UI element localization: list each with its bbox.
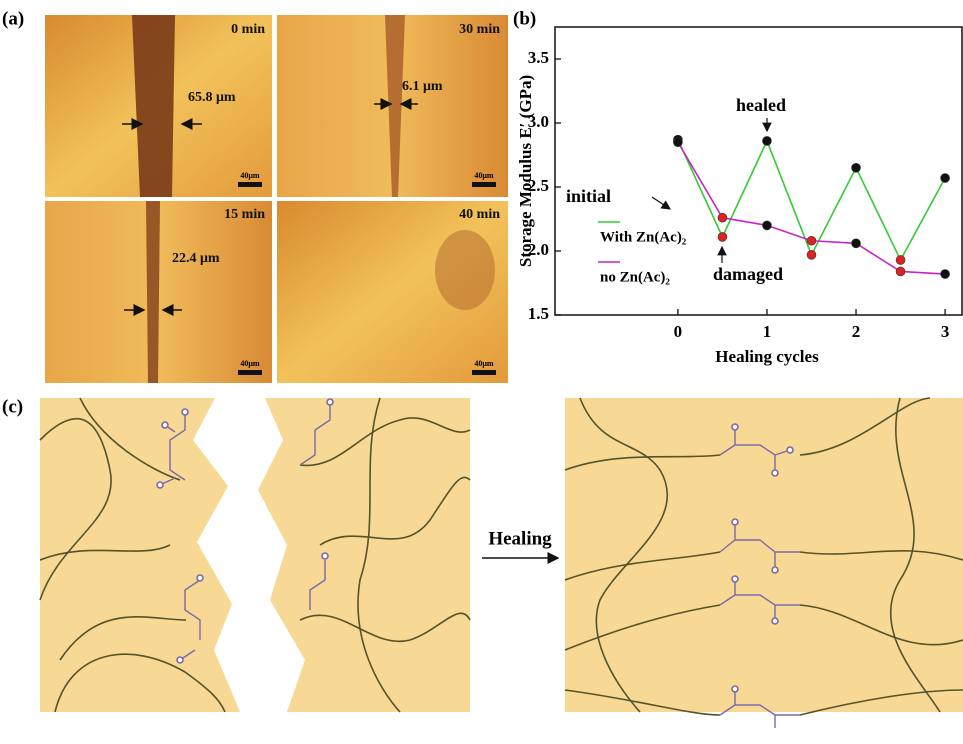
micrograph: 15 min 22.4 μm 40μm	[45, 201, 272, 383]
y-tick-label: 3.0	[528, 112, 549, 131]
scale-label: 40μm	[474, 171, 494, 180]
micrograph: 40 min 40μm	[277, 201, 508, 383]
panel-label: (c)	[2, 396, 23, 417]
x-tick-label: 1	[763, 322, 772, 341]
panel-label: (b)	[513, 8, 536, 29]
annotation: healed	[736, 95, 786, 115]
x-tick-label: 2	[852, 322, 861, 341]
y-axis-label: Storage Modulus E′ (GPa)	[516, 75, 535, 267]
x-tick-label: 0	[674, 322, 683, 341]
data-point	[673, 138, 682, 147]
data-point	[807, 236, 816, 245]
width-label: 22.4 μm	[172, 251, 220, 266]
time-label: 30 min	[459, 22, 500, 37]
micrograph: 0 min 65.8 μm 40μm	[45, 15, 272, 197]
y-tick-label: 3.5	[528, 48, 549, 67]
annotation: initial	[566, 186, 611, 206]
width-label: 65.8 μm	[188, 90, 236, 105]
figure: (a) (b) (c) 0 min 65.8 μm 40μm 30 min 6.…	[0, 0, 963, 739]
y-tick-label: 2.0	[528, 240, 549, 259]
schematic: Healing	[40, 398, 963, 728]
scale-label: 40μm	[240, 171, 260, 180]
chart: Storage Modulus E′ (GPa) Healing cycles …	[516, 27, 962, 366]
time-label: 15 min	[224, 207, 265, 222]
data-point	[941, 174, 950, 183]
data-point	[941, 270, 950, 279]
scale-label: 40μm	[240, 359, 260, 368]
data-point	[762, 136, 771, 145]
scale-label: 40μm	[474, 359, 494, 368]
data-point	[807, 250, 816, 259]
micrograph: 30 min 6.1 μm 40μm	[277, 15, 508, 197]
y-tick-label: 2.5	[528, 176, 549, 195]
data-point	[896, 267, 905, 276]
data-point	[896, 255, 905, 264]
data-point	[852, 163, 861, 172]
legend-label: no Zn(Ac)₂	[600, 269, 670, 285]
x-tick-label: 3	[941, 322, 950, 341]
data-point	[852, 239, 861, 248]
time-label: 0 min	[231, 22, 265, 37]
annotation: damaged	[713, 264, 783, 284]
y-tick-label: 1.5	[528, 304, 549, 323]
width-label: 6.1 μm	[402, 79, 443, 94]
data-point	[718, 213, 727, 222]
x-axis-label: Healing cycles	[715, 347, 819, 366]
data-point	[762, 221, 771, 230]
legend-label: With Zn(Ac)₂	[600, 229, 687, 245]
data-point	[718, 232, 727, 241]
panel-label: (a)	[2, 8, 24, 29]
arrow-label: Healing	[488, 528, 552, 549]
time-label: 40 min	[459, 207, 500, 222]
